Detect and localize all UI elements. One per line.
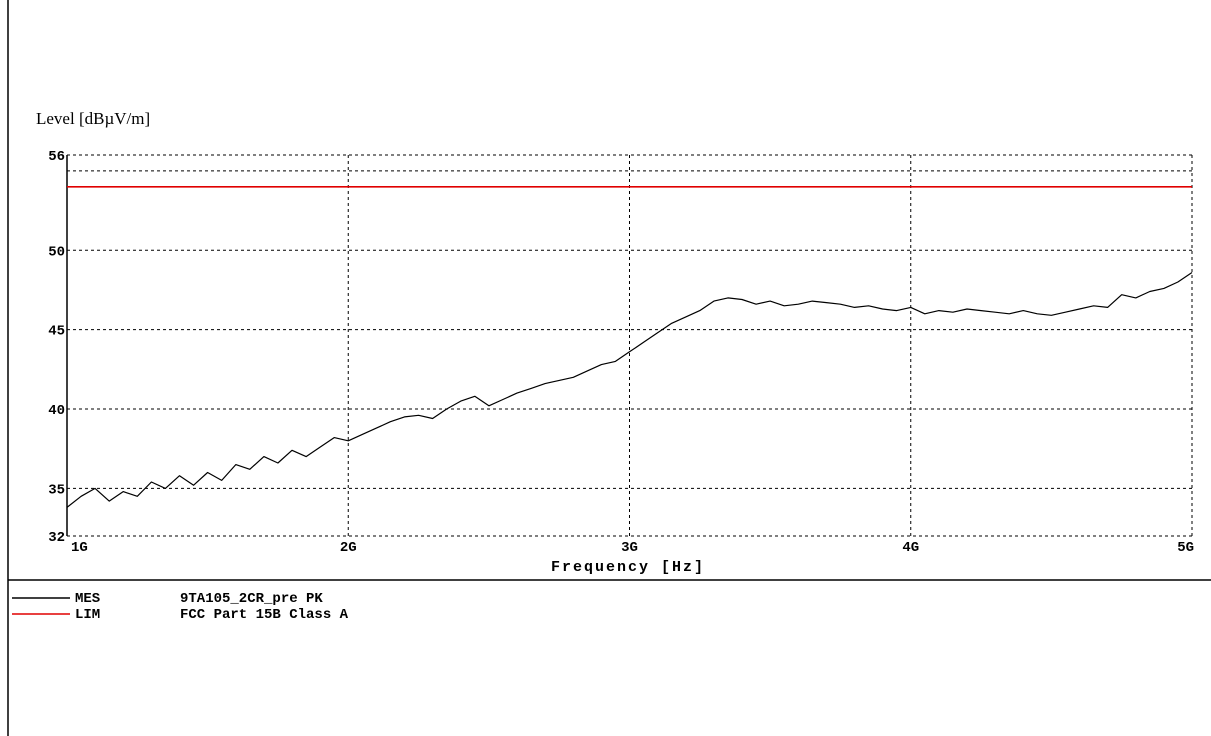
x-tick-labels: 1G 2G 3G 4G 5G	[71, 540, 1194, 556]
legend-code: LIM	[75, 607, 100, 623]
x-tick-label: 2G	[340, 540, 357, 556]
x-tick-label: 5G	[1177, 540, 1194, 556]
legend: MES 9TA105_2CR_pre PK LIM FCC Part 15B Clas…	[12, 591, 349, 623]
y-tick-label: 40	[48, 403, 65, 419]
legend-name: FCC Part 15B Class A	[180, 607, 349, 623]
measurement-line	[66, 272, 1193, 508]
legend-code: MES	[75, 591, 100, 607]
x-tick-label: 3G	[621, 540, 638, 556]
y-axis-label: Level [dBµV/m]	[36, 109, 150, 128]
series-lines	[66, 186, 1193, 508]
x-tick-label: 4G	[902, 540, 919, 556]
x-axis-label: Frequency [Hz]	[551, 559, 705, 576]
grid-lines	[66, 154, 1193, 537]
y-tick-label: 56	[48, 149, 65, 165]
y-tick-label: 45	[48, 324, 65, 340]
y-tick-label: 35	[48, 482, 65, 498]
x-tick-label: 1G	[71, 540, 88, 556]
y-tick-label: 50	[48, 244, 65, 260]
legend-name: 9TA105_2CR_pre PK	[180, 591, 323, 607]
y-tick-label: 32	[48, 530, 65, 546]
y-tick-labels: 56 50 45 40 35 32	[48, 149, 65, 546]
